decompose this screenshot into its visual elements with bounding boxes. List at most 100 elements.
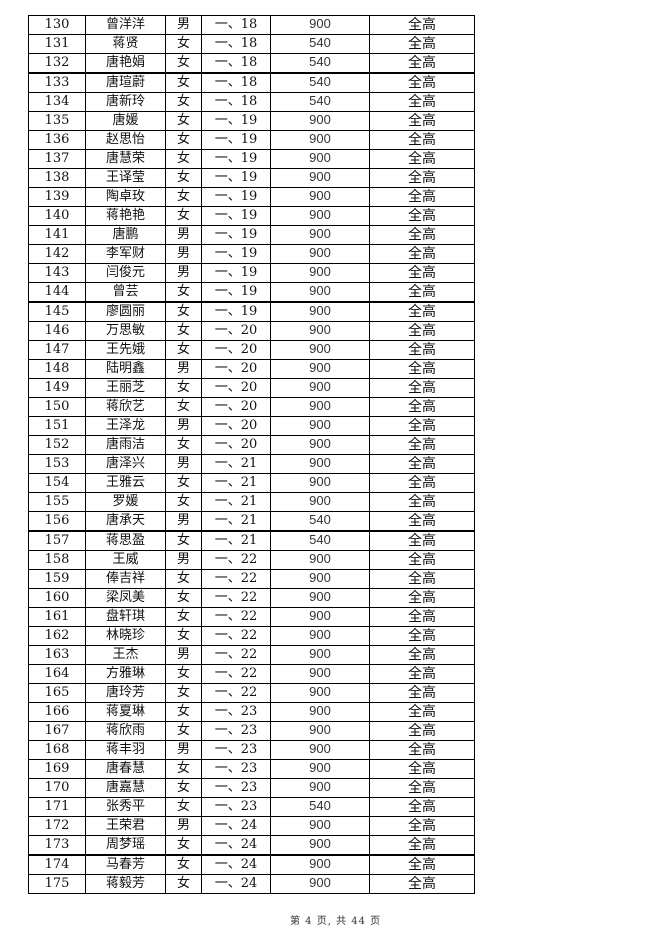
amount-cell: 900 [270, 778, 370, 798]
student-name-cell: 唐瑄蔚 [85, 72, 166, 93]
table-row: 139 陶卓玫女一、19 900 全高 [28, 187, 475, 207]
class-cell: 一、22 [201, 664, 271, 684]
class-cell: 一、21 [201, 473, 271, 493]
amount-cell: 900 [270, 282, 370, 303]
table-row: 154 王雅云女一、21 900 全高 [28, 473, 475, 493]
student-name-cell: 蒋思盈 [85, 530, 166, 551]
row-number-cell: 131 [28, 34, 86, 54]
class-cell: 一、20 [201, 321, 271, 341]
amount-cell: 540 [270, 53, 370, 74]
note-cell: 全高 [369, 797, 475, 817]
gender-cell: 女 [165, 187, 202, 207]
table-row: 150 蒋欣艺女一、20 900 全高 [28, 397, 475, 417]
amount-cell: 900 [270, 321, 370, 341]
table-row: 155 罗媛女一、21 900 全高 [28, 492, 475, 512]
gender-cell: 女 [165, 378, 202, 398]
class-cell: 一、18 [201, 72, 271, 93]
amount-cell: 900 [270, 854, 370, 875]
table-row: 134 唐新玲女一、18 540 全高 [28, 92, 475, 112]
amount-cell: 900 [270, 588, 370, 608]
student-name-cell: 闫俊元 [85, 263, 166, 283]
class-cell: 一、19 [201, 187, 271, 207]
class-cell: 一、23 [201, 778, 271, 798]
amount-cell: 900 [270, 473, 370, 493]
note-cell: 全高 [369, 244, 475, 264]
class-cell: 一、18 [201, 53, 271, 74]
class-cell: 一、22 [201, 550, 271, 570]
note-cell: 全高 [369, 321, 475, 341]
amount-cell: 540 [270, 92, 370, 112]
amount-cell: 900 [270, 683, 370, 703]
note-cell: 全高 [369, 301, 475, 322]
class-cell: 一、22 [201, 683, 271, 703]
amount-cell: 900 [270, 340, 370, 360]
student-name-cell: 蒋丰羽 [85, 740, 166, 760]
class-cell: 一、22 [201, 626, 271, 646]
class-cell: 一、22 [201, 645, 271, 665]
gender-cell: 男 [165, 454, 202, 474]
class-cell: 一、23 [201, 721, 271, 741]
note-cell: 全高 [369, 92, 475, 112]
amount-cell: 900 [270, 454, 370, 474]
note-cell: 全高 [369, 206, 475, 226]
note-cell: 全高 [369, 130, 475, 150]
table-row: 152 唐雨洁女一、20 900 全高 [28, 435, 475, 455]
row-number-cell: 140 [28, 206, 86, 226]
class-cell: 一、20 [201, 435, 271, 455]
row-number-cell: 134 [28, 92, 86, 112]
amount-cell: 900 [270, 15, 370, 35]
gender-cell: 女 [165, 759, 202, 779]
student-name-cell: 唐春慧 [85, 759, 166, 779]
note-cell: 全高 [369, 473, 475, 493]
row-number-cell: 174 [28, 854, 86, 875]
class-cell: 一、19 [201, 168, 271, 188]
student-name-cell: 唐承天 [85, 511, 166, 532]
amount-cell: 900 [270, 492, 370, 512]
gender-cell: 女 [165, 607, 202, 627]
note-cell: 全高 [369, 492, 475, 512]
row-number-cell: 150 [28, 397, 86, 417]
class-cell: 一、22 [201, 607, 271, 627]
note-cell: 全高 [369, 569, 475, 589]
amount-cell: 540 [270, 530, 370, 551]
amount-cell: 900 [270, 206, 370, 226]
student-name-cell: 陆明鑫 [85, 359, 166, 379]
note-cell: 全高 [369, 588, 475, 608]
note-cell: 全高 [369, 626, 475, 646]
student-name-cell: 陶卓玫 [85, 187, 166, 207]
table-row: 133 唐瑄蔚女一、18 540 全高 [28, 72, 475, 93]
table-row: 172 王荣君男一、24 900 全高 [28, 816, 475, 836]
table-row: 153 唐泽兴男一、21 900 全高 [28, 454, 475, 474]
class-cell: 一、20 [201, 416, 271, 436]
gender-cell: 女 [165, 34, 202, 54]
student-name-cell: 李军财 [85, 244, 166, 264]
student-name-cell: 万思敏 [85, 321, 166, 341]
class-cell: 一、23 [201, 759, 271, 779]
row-number-cell: 170 [28, 778, 86, 798]
gender-cell: 男 [165, 244, 202, 264]
table-row: 167 蒋欣雨女一、23 900 全高 [28, 721, 475, 741]
page-footer: 第 4 页, 共 44 页 [290, 916, 382, 927]
gender-cell: 女 [165, 721, 202, 741]
row-number-cell: 175 [28, 874, 86, 894]
amount-cell: 900 [270, 301, 370, 322]
roster-table-body: 130 曾洋洋男一、18 900 全高 131 蒋贤女一、18 540 全高 132 唐艳娟女一、… [28, 15, 475, 894]
gender-cell: 女 [165, 664, 202, 684]
row-number-cell: 165 [28, 683, 86, 703]
gender-cell: 女 [165, 206, 202, 226]
class-cell: 一、19 [201, 282, 271, 303]
note-cell: 全高 [369, 550, 475, 570]
gender-cell: 女 [165, 53, 202, 74]
amount-cell: 900 [270, 416, 370, 436]
student-name-cell: 王威 [85, 550, 166, 570]
class-cell: 一、19 [201, 111, 271, 131]
class-cell: 一、19 [201, 225, 271, 245]
amount-cell: 900 [270, 702, 370, 722]
gender-cell: 女 [165, 569, 202, 589]
gender-cell: 男 [165, 263, 202, 283]
table-row: 144 曾芸女一、19 900 全高 [28, 282, 475, 303]
gender-cell: 女 [165, 435, 202, 455]
amount-cell: 900 [270, 759, 370, 779]
gender-cell: 女 [165, 130, 202, 150]
student-name-cell: 唐艳娟 [85, 53, 166, 74]
